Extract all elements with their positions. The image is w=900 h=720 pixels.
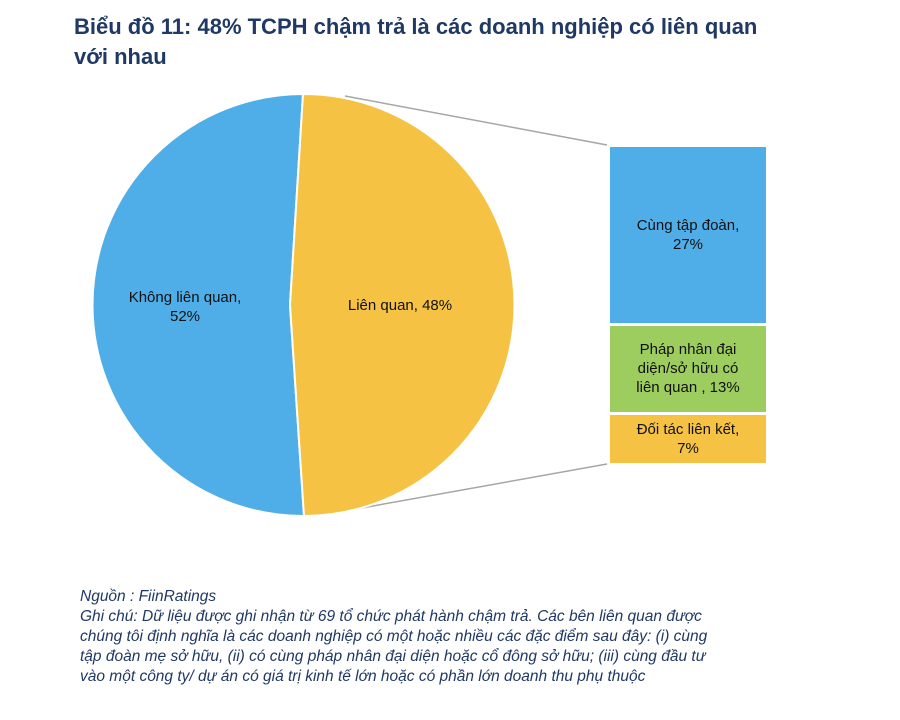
label-same-group-text: Cùng tập đoàn, [636,217,740,234]
pie-slice-related [288,92,516,518]
label-same-group-value: 27% [672,236,704,253]
pie-slice-unrelated [91,92,306,518]
label-related-text: Liên quan, 48% [347,297,453,314]
chart-title: Biểu đồ 11: 48% TCPH chậm trả là các doa… [74,12,834,72]
label-legal-entity-line-3: liên quan , 13% [636,379,740,396]
label-legal-entity: Pháp nhân đại diện/sở hữu có liên quan ,… [609,340,767,397]
label-unrelated-text: Không liên quan, [128,289,242,306]
note-line-3: tập đoàn mẹ sở hữu, (ii) có cùng pháp nh… [80,648,706,665]
bar-of-pie-chart [91,92,768,518]
label-related: Liên quan, 48% [320,296,480,315]
note-line-4: vào một công ty/ dự án có giá trị kinh t… [80,668,646,685]
label-legal-entity-line-2: diện/sở hữu có [637,360,739,377]
bar-segment-affiliate-partner [608,413,768,465]
source-note: Nguồn : FiinRatings [80,588,217,605]
label-affiliate-partner: Đối tác liên kết, 7% [609,420,767,458]
label-legal-entity-line-1: Pháp nhân đại [639,341,737,358]
label-unrelated-value: 52% [169,308,201,325]
connector-line-top [344,95,608,146]
note-line-2: chúng tôi định nghĩa là các doanh nghiệp… [80,628,708,645]
chart-title-line-1: Biểu đồ 11: 48% TCPH chậm trả là các doa… [74,14,758,39]
chart-title-line-2: với nhau [74,44,167,69]
note-line-1: Ghi chú: Dữ liệu được ghi nhận từ 69 tổ … [80,608,702,625]
label-affiliate-partner-text: Đối tác liên kết, [636,421,740,438]
label-same-group: Cùng tập đoàn, 27% [609,216,767,254]
label-unrelated: Không liên quan, 52% [100,288,270,326]
connector-line-bottom [344,463,608,512]
chart-notes: Nguồn : FiinRatings Ghi chú: Dữ liệu đượ… [80,587,800,687]
label-affiliate-partner-value: 7% [677,440,699,457]
